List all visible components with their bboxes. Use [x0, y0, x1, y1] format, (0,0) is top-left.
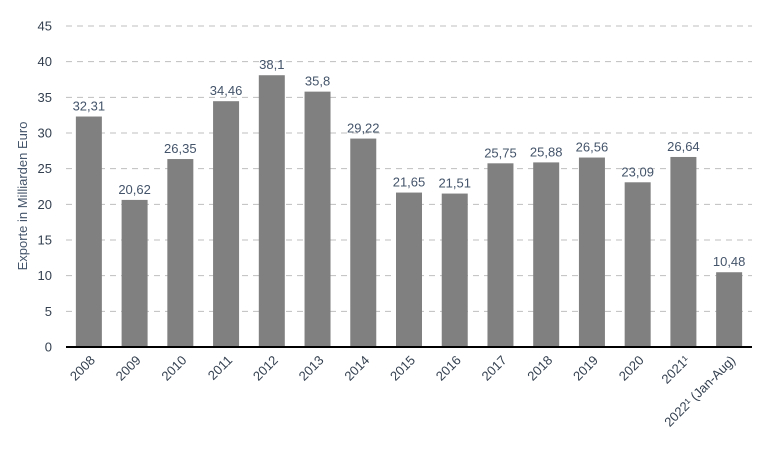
- x-tick-label: 2010: [158, 353, 189, 384]
- y-tick-label: 45: [38, 19, 52, 34]
- bar: [213, 101, 240, 347]
- x-tick-label: 2013: [296, 353, 327, 384]
- data-label: 20,62: [118, 182, 151, 197]
- bar: [75, 116, 102, 347]
- data-label: 38,1: [259, 57, 284, 72]
- data-label: 25,75: [484, 145, 517, 160]
- data-label: 26,64: [667, 139, 700, 154]
- x-tick-label: 2017: [479, 353, 510, 384]
- data-label: 26,35: [164, 141, 197, 156]
- bar: [533, 162, 560, 347]
- bar: [487, 163, 514, 347]
- data-label: 29,22: [347, 121, 380, 136]
- bar: [441, 193, 468, 347]
- data-label: 21,51: [438, 176, 471, 191]
- x-tick-label: 2015: [387, 353, 418, 384]
- data-label: 32,31: [73, 99, 106, 114]
- y-tick-label: 20: [38, 197, 52, 212]
- y-axis-ticks: 0 5 10 15 20 25 30 35 40 45: [38, 19, 52, 355]
- y-tick-label: 15: [38, 233, 52, 248]
- y-tick-label: 30: [38, 126, 52, 141]
- bar: [350, 138, 377, 347]
- x-tick-label: 2019: [570, 353, 601, 384]
- x-tick-label: 2021¹: [658, 352, 693, 387]
- data-label: 26,56: [576, 140, 609, 155]
- bar: [578, 157, 605, 347]
- data-label: 25,88: [530, 144, 563, 159]
- bar: [396, 192, 422, 347]
- bars: [75, 75, 743, 347]
- x-tick-label: 2012: [250, 353, 281, 384]
- data-label: 21,65: [393, 175, 426, 190]
- x-tick-label: 2009: [113, 353, 144, 384]
- x-tick-label: 2008: [67, 353, 98, 384]
- data-label: 35,8: [305, 74, 330, 89]
- bar: [258, 75, 285, 347]
- y-tick-label: 5: [45, 304, 52, 319]
- y-tick-label: 40: [38, 54, 52, 69]
- data-label: 23,09: [621, 164, 654, 179]
- x-tick-label: 2020: [616, 353, 647, 384]
- y-tick-label: 0: [45, 340, 52, 355]
- x-tick-label: 2016: [433, 353, 464, 384]
- x-tick-label: 2018: [524, 353, 555, 384]
- bar: [304, 91, 331, 347]
- y-axis-title: Exporte in Milliarden Euro: [15, 122, 30, 271]
- bar: [716, 272, 743, 347]
- data-labels: 32,31 20,62 26,35 34,46 38,1 35,8 29,22 21,65 21…: [73, 57, 746, 269]
- data-label: 34,46: [210, 83, 243, 98]
- y-tick-label: 10: [38, 268, 52, 283]
- x-tick-label: 2014: [341, 353, 372, 384]
- x-axis-ticks: 2008 2009 2010 2011 2012 2013 2014 2015 2016 2017…: [67, 352, 738, 430]
- data-label: 10,48: [713, 254, 746, 269]
- y-tick-label: 25: [38, 161, 52, 176]
- y-tick-label: 35: [38, 90, 52, 105]
- bar: [624, 182, 651, 347]
- bar: [670, 156, 697, 347]
- bar: [121, 199, 148, 347]
- bar: [167, 159, 194, 347]
- x-tick-label: 2011: [205, 353, 235, 383]
